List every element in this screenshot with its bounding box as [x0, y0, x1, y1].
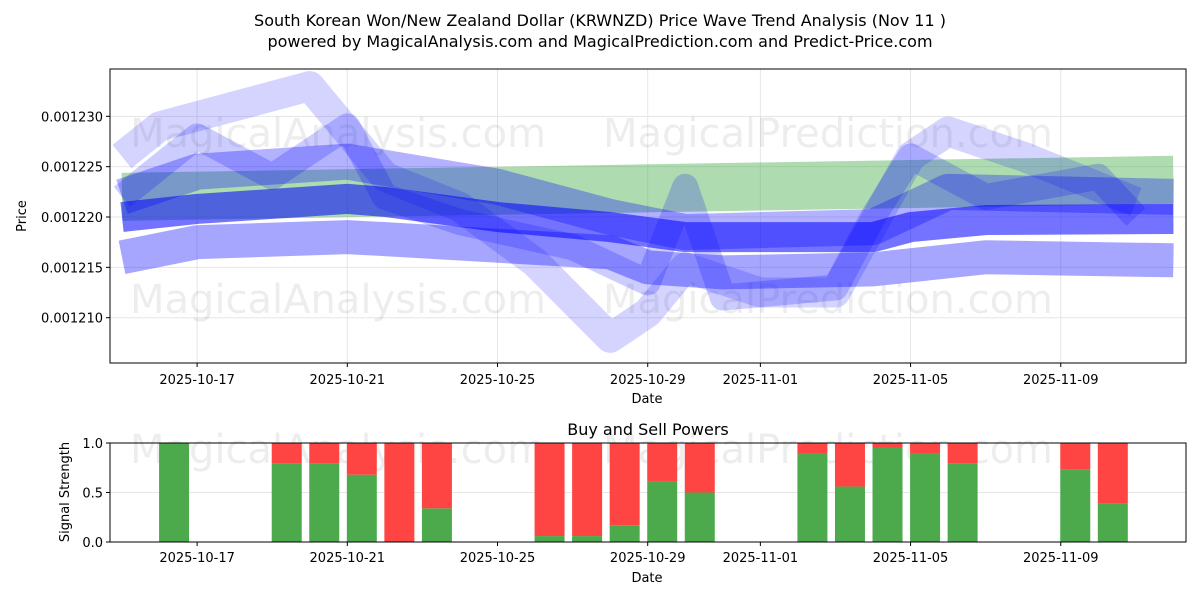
x-tick-label: 2025-10-25	[460, 551, 536, 566]
watermark: MagicalPrediction.com	[603, 277, 1053, 323]
x-tick-label: 2025-10-21	[310, 551, 386, 566]
sell-bar	[872, 443, 903, 448]
buy-bar	[609, 525, 640, 542]
series-wave-lower	[118, 220, 1174, 290]
y-tick-label: 0.0	[82, 536, 103, 551]
buy-bar	[647, 481, 678, 542]
y-tick-label: 0.001220	[41, 211, 103, 226]
sell-bar	[271, 443, 302, 464]
x-tick-label: 2025-11-01	[723, 373, 799, 388]
y-tick-label: 0.001225	[41, 161, 103, 176]
series-wave-light-2	[113, 113, 1146, 311]
y-tick-label: 1.0	[82, 437, 103, 452]
sell-bar	[1097, 443, 1128, 504]
x-tick-label: 2025-10-17	[159, 551, 235, 566]
plot-frame	[109, 442, 1187, 543]
buy-bar	[797, 453, 828, 542]
watermark: MagicalAnalysis.com	[130, 277, 546, 323]
sell-bar	[684, 443, 715, 493]
sell-bar	[609, 443, 640, 526]
buy-bar	[1060, 469, 1091, 542]
chart-subtitle: powered by MagicalAnalysis.com and Magic…	[267, 32, 932, 51]
x-tick-label: 2025-10-29	[610, 373, 686, 388]
x-axis-label: Date	[631, 392, 662, 407]
x-tick-label: 2025-10-17	[159, 373, 235, 388]
sell-bar	[910, 443, 941, 454]
sell-bar	[572, 443, 603, 537]
x-tick-label: 2025-11-09	[1023, 551, 1099, 566]
sell-bar	[1060, 443, 1091, 470]
sell-bar	[647, 443, 678, 482]
y-tick-label: 0.001230	[41, 110, 103, 125]
price-plot: 2025-10-17 2025-10-21 2025-10-25 2025-10-29…	[15, 68, 1187, 407]
sell-bar	[346, 443, 377, 475]
y-tick-label: 0.001215	[41, 261, 103, 276]
watermark: MagicalPrediction.com	[603, 427, 1053, 473]
sell-bar	[384, 443, 415, 542]
series-wave-main	[120, 183, 1174, 253]
x-tick-label: 2025-11-09	[1023, 373, 1099, 388]
buy-bar	[684, 492, 715, 542]
buy-bar	[309, 463, 340, 542]
sell-bar	[534, 443, 565, 537]
buy-bar	[910, 453, 941, 542]
buy-bar	[572, 536, 603, 542]
buy-bar	[534, 536, 565, 542]
buy-bar	[1097, 503, 1128, 542]
x-axis-label: Date	[631, 571, 662, 586]
sell-bar	[309, 443, 340, 464]
x-tick-label: 2025-11-05	[873, 373, 949, 388]
subplot-title: Buy and Sell Powers	[567, 420, 729, 439]
y-axis-label: Signal Strength	[58, 442, 73, 542]
buy-bar	[159, 443, 190, 542]
sell-bar	[947, 443, 978, 464]
x-tick-label: 2025-11-05	[873, 551, 949, 566]
watermark: MagicalPrediction.com	[603, 111, 1053, 157]
x-tick-label: 2025-10-25	[460, 373, 536, 388]
x-tick-label: 2025-10-29	[610, 551, 686, 566]
watermark: MagicalAnalysis.com	[130, 111, 546, 157]
signal-plot: Buy and Sell PowersMagicalAnalysis.comMa…	[58, 420, 1187, 586]
buy-bar	[421, 508, 452, 542]
buy-bar	[947, 463, 978, 542]
chart-title: South Korean Won/New Zealand Dollar (KRW…	[254, 11, 946, 30]
y-tick-label: 0.5	[82, 487, 103, 502]
x-tick-label: 2025-11-01	[723, 551, 799, 566]
sell-bar	[834, 443, 865, 487]
buy-bar	[271, 463, 302, 542]
series-wave-light-1	[112, 71, 1142, 353]
sell-bar	[797, 443, 828, 454]
plot-frame	[109, 68, 1187, 364]
y-axis-label: Price	[15, 200, 30, 232]
buy-bar	[834, 486, 865, 542]
buy-bar	[872, 447, 903, 542]
sell-bar	[421, 443, 452, 509]
x-tick-label: 2025-10-21	[310, 373, 386, 388]
buy-bar	[346, 474, 377, 542]
y-tick-label: 0.001210	[41, 312, 103, 327]
